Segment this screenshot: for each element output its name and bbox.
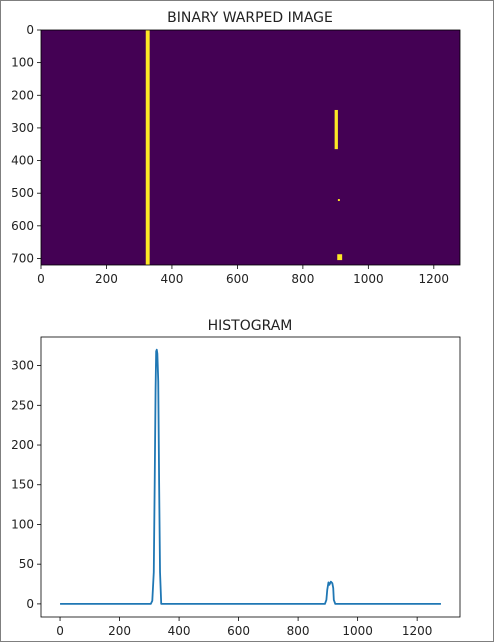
binary-image-x-axis: 0 200 400 600 800 1000 1200 (37, 265, 449, 286)
x-tick-label: 400 (168, 624, 191, 638)
lane-pixel-region (337, 254, 343, 261)
y-tick-label: 600 (11, 219, 34, 233)
histogram-series-line (60, 348, 441, 605)
x-tick-label: 600 (227, 624, 250, 638)
y-tick-label: 500 (11, 186, 34, 200)
x-tick-label: 600 (226, 272, 249, 286)
binary-image-pixels (145, 30, 343, 265)
histogram-axes-frame (40, 336, 461, 618)
y-tick-label: 50 (19, 557, 34, 571)
histogram-x-axis: 0 200 400 600 800 1000 1200 (56, 617, 432, 638)
lane-pixel-region (334, 109, 338, 150)
binary-image-title: BINARY WARPED IMAGE (167, 10, 333, 26)
x-tick-label: 0 (37, 272, 45, 286)
x-tick-label: 800 (287, 624, 310, 638)
y-tick-label: 200 (11, 438, 34, 452)
x-tick-label: 800 (291, 272, 314, 286)
histogram-title: HISTOGRAM (208, 318, 293, 334)
y-tick-label: 0 (26, 597, 34, 611)
y-tick-label: 300 (11, 121, 34, 135)
x-tick-label: 200 (108, 624, 131, 638)
x-tick-label: 1000 (353, 272, 384, 286)
histogram-panel: HISTOGRAM 0 200 400 600 800 1000 1200 0 50 100 15… (11, 318, 461, 638)
x-tick-label: 0 (56, 624, 64, 638)
y-tick-label: 150 (11, 478, 34, 492)
x-tick-label: 400 (160, 272, 183, 286)
y-tick-label: 100 (11, 56, 34, 70)
y-tick-label: 700 (11, 251, 34, 265)
histogram-y-axis: 0 50 100 150 200 250 300 (11, 359, 41, 611)
y-tick-label: 300 (11, 359, 34, 373)
x-tick-label: 1000 (342, 624, 373, 638)
x-tick-label: 1200 (402, 624, 433, 638)
lane-pixel-region (145, 30, 150, 265)
x-tick-label: 200 (95, 272, 118, 286)
y-tick-label: 250 (11, 398, 34, 412)
y-tick-label: 200 (11, 88, 34, 102)
binary-image-y-axis: 0 100 200 300 400 500 600 700 (11, 23, 41, 265)
binary-image-axes-frame (40, 29, 461, 266)
y-tick-label: 100 (11, 517, 34, 531)
binary-image-panel: BINARY WARPED IMAGE 0 200 400 600 800 1000 120… (11, 10, 461, 286)
y-tick-label: 400 (11, 154, 34, 168)
x-tick-label: 1200 (419, 272, 450, 286)
y-tick-label: 0 (26, 23, 34, 37)
binary-image-background (41, 30, 460, 265)
lane-pixel-region (337, 199, 340, 202)
